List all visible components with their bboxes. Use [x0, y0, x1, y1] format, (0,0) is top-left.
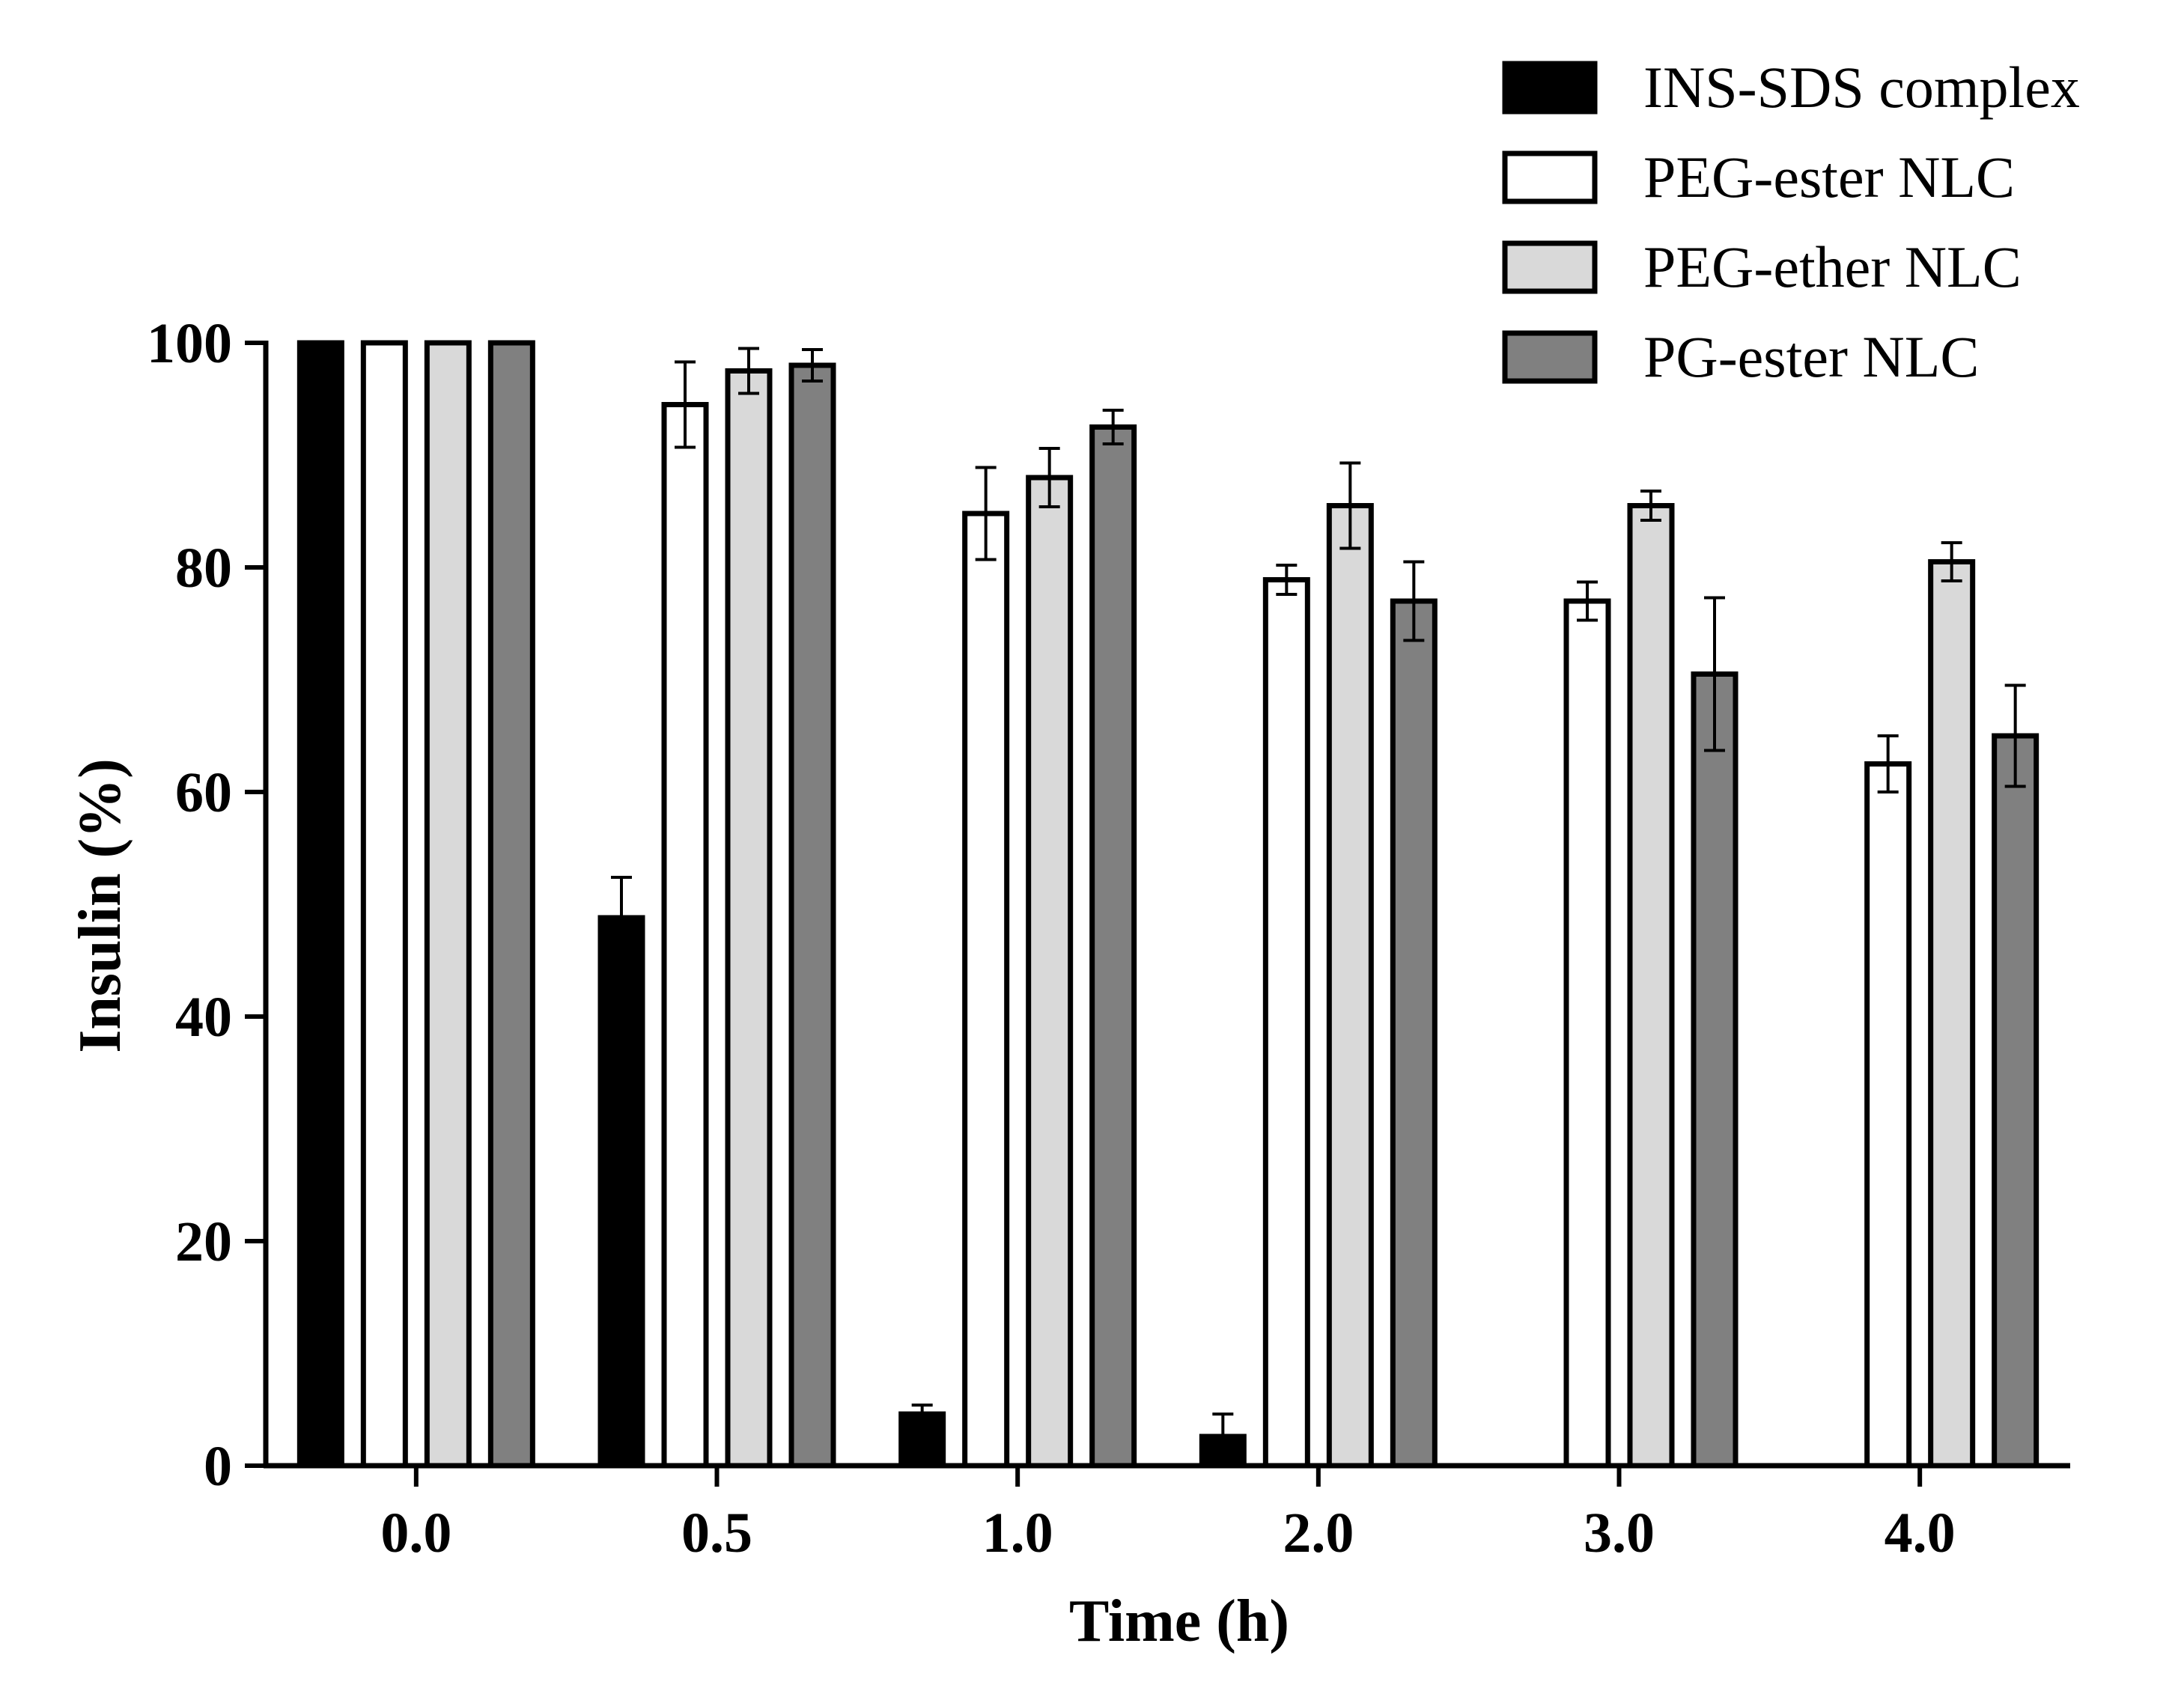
bar-pg-ester-nlc-0.0 — [487, 340, 535, 1469]
error-bar-ins-sds-complex-1.0 — [911, 1404, 933, 1425]
x-tick-label-0.5: 0.5 — [681, 1502, 752, 1565]
error-bar-pg-ester-nlc-3.0 — [1704, 596, 1725, 752]
bar-peg-ether-nlc-3.0 — [1627, 503, 1675, 1469]
bar-pg-ester-nlc-4.0 — [1992, 733, 2039, 1469]
y-axis-title: Insulin (%) — [67, 758, 133, 1052]
error-bar-peg-ether-nlc-0.5 — [738, 347, 759, 395]
legend-label-ins-sds-complex: INS-SDS complex — [1643, 55, 2080, 120]
error-bar-peg-ether-nlc-3.0 — [1640, 490, 1661, 522]
y-tick-label-60: 60 — [175, 761, 232, 824]
error-bar-pg-ester-nlc-0.5 — [802, 348, 823, 383]
y-tick-label-80: 80 — [175, 537, 232, 600]
bar-ins-sds-complex-0.5 — [597, 915, 645, 1469]
bar-pg-ester-nlc-2.0 — [1390, 598, 1438, 1469]
axes-group: 0 20 40 60 80 100 0.0 0.5 1.0 2.0 3.0 4.0 — [147, 312, 2070, 1565]
bar-pg-ester-nlc-1.0 — [1089, 424, 1137, 1469]
y-tick-label-100: 100 — [147, 312, 232, 375]
error-bar-ins-sds-complex-2.0 — [1212, 1413, 1234, 1460]
bar-peg-ester-nlc-0.0 — [360, 340, 408, 1469]
legend-swatch-ins-sds-complex — [1502, 61, 1598, 115]
error-bar-peg-ether-nlc-2.0 — [1339, 461, 1361, 550]
error-bar-peg-ester-nlc-1.0 — [975, 466, 997, 561]
y-tick-label-40: 40 — [175, 986, 232, 1049]
error-bar-peg-ester-nlc-0.5 — [675, 360, 696, 449]
bars-group — [296, 340, 2039, 1469]
bar-peg-ester-nlc-0.5 — [661, 402, 709, 1469]
error-bar-peg-ester-nlc-2.0 — [1276, 564, 1298, 596]
error-bar-pg-ester-nlc-1.0 — [1102, 409, 1124, 445]
x-tick-label-4.0: 4.0 — [1885, 1502, 1956, 1565]
error-bar-ins-sds-complex-0.5 — [611, 876, 632, 960]
legend-swatch-peg-ether-nlc — [1502, 240, 1598, 294]
x-tick-label-2.0: 2.0 — [1283, 1502, 1354, 1565]
bar-pg-ester-nlc-0.5 — [788, 362, 836, 1469]
error-bar-peg-ether-nlc-4.0 — [1941, 541, 1962, 582]
x-tick-label-1.0: 1.0 — [982, 1502, 1053, 1565]
bar-ins-sds-complex-0.0 — [296, 340, 344, 1469]
bar-peg-ether-nlc-0.0 — [424, 340, 472, 1469]
legend-label-pg-ester-nlc: PG-ester NLC — [1643, 324, 1979, 389]
bar-peg-ether-nlc-0.5 — [725, 368, 773, 1469]
y-tick-label-20: 20 — [175, 1210, 232, 1273]
x-axis-title: Time (h) — [1069, 1588, 1289, 1654]
legend-label-peg-ester-nlc: PEG-ester NLC — [1643, 144, 2015, 210]
bar-peg-ester-nlc-2.0 — [1262, 577, 1310, 1469]
error-bar-pg-ester-nlc-4.0 — [2004, 683, 2026, 788]
bar-peg-ester-nlc-1.0 — [962, 511, 1010, 1469]
bar-peg-ester-nlc-4.0 — [1864, 761, 1912, 1469]
error-bar-peg-ether-nlc-1.0 — [1038, 447, 1060, 508]
legend-swatch-pg-ester-nlc — [1502, 330, 1598, 384]
bar-peg-ester-nlc-3.0 — [1563, 598, 1611, 1469]
error-bar-pg-ester-nlc-2.0 — [1403, 560, 1425, 642]
error-bar-peg-ester-nlc-3.0 — [1577, 580, 1598, 622]
x-tick-label-0.0: 0.0 — [380, 1502, 451, 1565]
legend-swatch-peg-ester-nlc — [1502, 150, 1598, 204]
y-tick-label-0: 0 — [204, 1435, 232, 1498]
bar-peg-ether-nlc-1.0 — [1026, 475, 1074, 1469]
legend-label-peg-ether-nlc: PEG-ether NLC — [1643, 234, 2022, 299]
error-bar-peg-ester-nlc-4.0 — [1877, 734, 1899, 793]
x-tick-label-3.0: 3.0 — [1584, 1502, 1655, 1565]
bar-peg-ether-nlc-2.0 — [1326, 503, 1374, 1469]
bar-pg-ester-nlc-3.0 — [1691, 671, 1739, 1469]
bar-peg-ether-nlc-4.0 — [1928, 559, 1976, 1469]
legend: INS-SDS complex PEG-ester NLC PEG-ether NL… — [1502, 55, 2080, 389]
